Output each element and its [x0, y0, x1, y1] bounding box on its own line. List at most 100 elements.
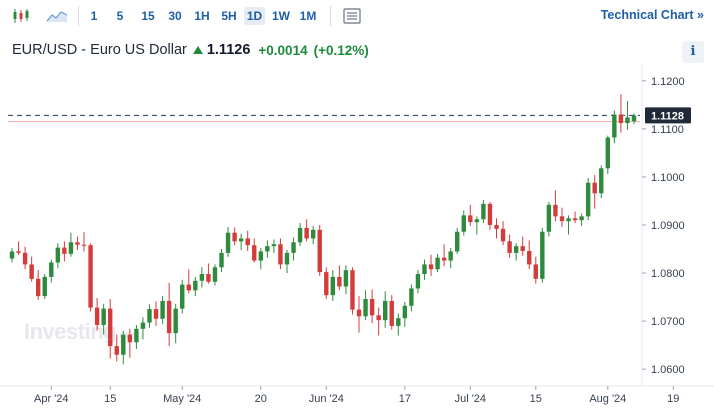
candle-body — [369, 299, 375, 316]
candle-body — [153, 309, 159, 319]
candle-body — [108, 308, 113, 347]
candle-body — [500, 228, 506, 242]
candle-body — [618, 114, 624, 124]
last-price: 1.1126 — [206, 42, 251, 58]
pair-title: EUR/USD - Euro US Dollar — [12, 42, 187, 58]
candle-body — [35, 278, 41, 297]
timeframe-15min[interactable]: 15 — [141, 9, 155, 23]
candle-body — [160, 300, 165, 319]
toolbar-divider — [78, 6, 79, 26]
x-tick-label: Aug '24 — [589, 393, 626, 405]
candle-body — [402, 305, 408, 319]
candle-body — [487, 203, 493, 225]
candle-body — [546, 204, 552, 232]
timeframe-30min[interactable]: 30 — [168, 9, 182, 23]
timeframe-1m[interactable]: 1M — [299, 9, 317, 23]
candle-body — [448, 251, 453, 261]
candle-body — [324, 272, 329, 296]
x-tick-label: 15 — [530, 393, 542, 405]
candle-body — [49, 262, 54, 277]
candle-body — [127, 334, 133, 343]
y-tick-label: 1.1200 — [651, 76, 685, 88]
candle-body — [428, 264, 434, 270]
up-arrow-icon — [192, 46, 203, 54]
candle-body — [612, 114, 617, 138]
timeframe-1h[interactable]: 1H — [194, 9, 210, 23]
area-chart-icon[interactable] — [44, 6, 70, 26]
y-tick-label: 1.0600 — [651, 364, 685, 376]
candle-body — [585, 182, 591, 217]
candle-body — [252, 245, 257, 261]
candle-body — [114, 346, 119, 355]
timeframe-1min[interactable]: 1 — [90, 9, 98, 23]
candle-body — [22, 252, 28, 265]
candle-body — [81, 244, 87, 246]
candle-body — [16, 251, 21, 253]
candle-body — [559, 216, 565, 222]
current-price-label: 1.1128 — [651, 110, 684, 122]
candle-body — [389, 300, 394, 326]
candle-body — [330, 276, 336, 296]
candle-body — [533, 264, 538, 279]
candle-body — [291, 242, 296, 253]
price-change: +0.0014 — [258, 42, 308, 58]
candle-body — [343, 270, 349, 287]
candle-body — [376, 315, 381, 321]
candle-body — [265, 246, 270, 252]
candle-body — [206, 274, 211, 282]
x-tick-label: Jun '24 — [309, 393, 344, 405]
candle-body — [566, 218, 571, 222]
candle-body — [134, 328, 139, 343]
candle-body — [304, 227, 309, 239]
candle-body — [520, 246, 525, 251]
y-tick-label: 1.0800 — [651, 268, 685, 280]
candle-body — [592, 182, 597, 194]
candle-body — [55, 247, 61, 263]
price-change-percent: (+0.12%) — [313, 42, 369, 58]
candle-body — [625, 117, 630, 124]
watermark-text: Investing — [24, 319, 117, 344]
candle-body — [297, 227, 303, 243]
candle-body — [441, 257, 447, 261]
candle-body — [212, 267, 218, 282]
candle-body — [271, 244, 277, 247]
candle-body — [42, 276, 47, 297]
candle-body — [553, 204, 558, 217]
timeframe-1w[interactable]: 1W — [272, 9, 290, 23]
candle-body — [225, 232, 231, 253]
candle-body — [455, 231, 460, 252]
candle-body — [415, 274, 421, 289]
price-chart[interactable]: 1.1200 1.1100 1.1000 1.0900 1.0800 1.0700 1.06… — [0, 64, 714, 408]
candle-body — [166, 300, 172, 334]
x-tick-label: Jul '24 — [455, 393, 486, 405]
candle-body — [199, 274, 205, 281]
candle-body — [337, 276, 342, 287]
x-tick-label: 15 — [104, 393, 116, 405]
candle-body — [232, 232, 237, 242]
candle-body — [75, 242, 80, 245]
candle-body — [173, 308, 178, 334]
timeframe-5h[interactable]: 5H — [221, 9, 237, 23]
table-view-icon[interactable] — [341, 6, 363, 26]
timeframe-5min[interactable]: 5 — [116, 9, 124, 23]
candle-body — [9, 251, 15, 259]
candle-body — [186, 284, 191, 291]
candle-body — [121, 334, 126, 355]
candle-body — [94, 307, 100, 325]
candle-body — [396, 318, 401, 326]
candle-body — [193, 280, 198, 291]
technical-chart-link[interactable]: Technical Chart » — [600, 8, 704, 22]
candle-body — [317, 229, 322, 273]
candlestick-chart-icon[interactable] — [10, 6, 32, 26]
x-tick-label: 20 — [255, 393, 267, 405]
candle-body — [494, 225, 499, 229]
info-icon[interactable]: i — [682, 41, 704, 63]
candle-body — [238, 238, 244, 242]
toolbar-divider — [330, 6, 331, 26]
x-tick-label: Apr '24 — [34, 393, 69, 405]
candle-body — [474, 219, 480, 223]
timeframe-1d[interactable]: 1D — [244, 7, 265, 25]
candle-body — [356, 309, 362, 317]
candle-body — [147, 309, 152, 323]
candle-body — [29, 264, 34, 279]
